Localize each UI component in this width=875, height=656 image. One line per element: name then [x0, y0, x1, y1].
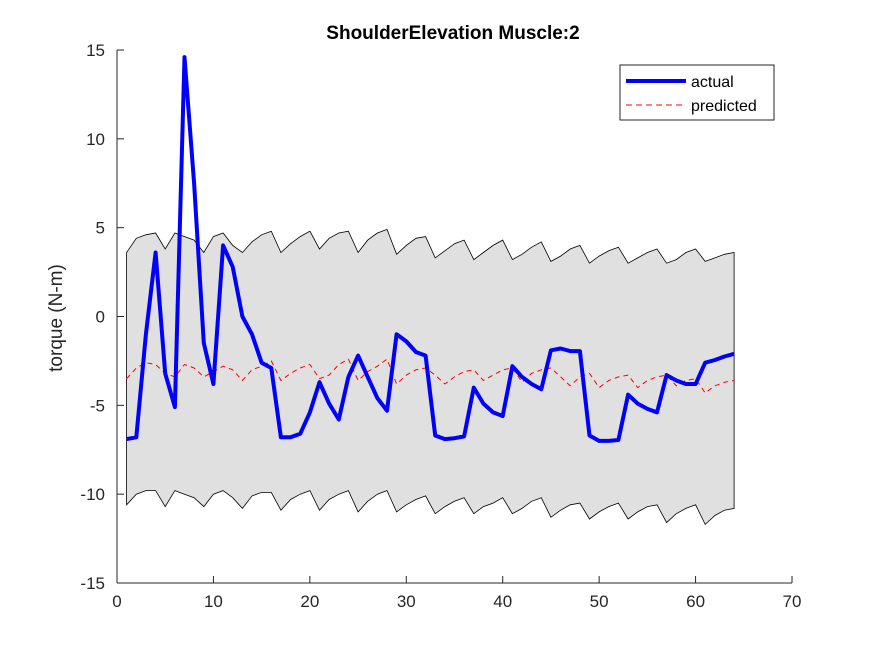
x-tick-label: 10: [204, 592, 223, 611]
y-tick-label: 10: [86, 130, 105, 149]
chart-title: ShoulderElevation Muscle:2: [326, 23, 579, 44]
x-tick-label: 20: [300, 592, 319, 611]
legend-label-predicted: predicted: [691, 98, 757, 115]
y-axis-label: torque (N-m): [46, 264, 67, 372]
y-tick-label: 5: [96, 219, 105, 238]
series-line-predicted: [126, 358, 735, 394]
y-tick-label: 15: [86, 41, 105, 60]
y-tick-label: -5: [90, 396, 105, 415]
y-tick-label: -15: [80, 574, 105, 593]
x-tick-label: 0: [112, 592, 121, 611]
band-area: [126, 228, 735, 526]
x-tick-label: 30: [397, 592, 416, 611]
confidence-band: [126, 228, 735, 526]
legend-box: [619, 64, 775, 121]
series-line-actual: [126, 55, 735, 443]
x-tick-label: 50: [590, 592, 609, 611]
y-tick-label: -10: [80, 485, 105, 504]
axes: 0 10 20 30 40 50 60 70 -15 -10 -5 0 5 10 15: [80, 41, 801, 611]
legend: actual predicted: [619, 64, 775, 121]
x-tick-label: 40: [493, 592, 512, 611]
legend-label-actual: actual: [691, 74, 734, 91]
x-tick-label: 70: [783, 592, 802, 611]
y-tick-label: 0: [96, 308, 105, 327]
series-lines: [126, 55, 735, 443]
x-tick-label: 60: [686, 592, 705, 611]
